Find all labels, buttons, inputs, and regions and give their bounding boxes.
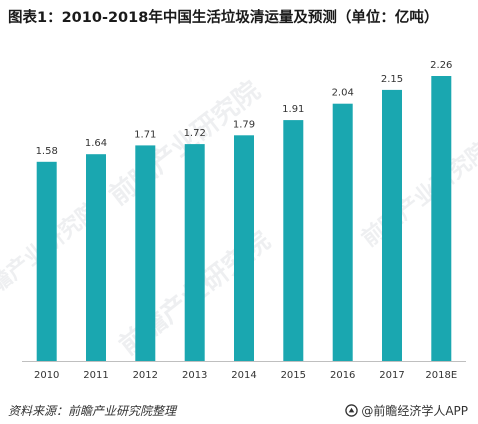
bar-2015 (283, 120, 304, 361)
bar-2013 (184, 144, 205, 361)
bars-group (36, 76, 452, 362)
source-note: 资料来源：前瞻产业研究院整理 (8, 404, 177, 418)
value-label-2018E: 2.26 (430, 60, 452, 71)
x-tick-labels-group: 2010 2011 2012 2013 2014 2015 2016 2017 2018E (34, 370, 457, 381)
chart-title: 图表1：2010-2018年中国生活垃圾清运量及预测（单位：亿吨） (8, 10, 439, 26)
value-labels-group: 1.58 1.64 1.71 1.72 1.79 1.91 2.04 2.15 2.26 (36, 60, 453, 157)
x-tick-label-2018E: 2018E (425, 370, 457, 381)
bar-2011 (86, 154, 106, 361)
x-tick-label-2010: 2010 (34, 370, 59, 381)
bar-2012 (135, 145, 156, 361)
x-tick-label-2011: 2011 (83, 370, 108, 381)
brand-credit: @前瞻经济学人APP (345, 402, 468, 419)
value-label-2012: 1.71 (134, 129, 156, 140)
bar-2018E (431, 76, 452, 361)
x-tick-label-2016: 2016 (330, 370, 355, 381)
x-tick-label-2014: 2014 (231, 370, 256, 381)
bar-2010 (36, 161, 57, 361)
value-label-2016: 2.04 (332, 88, 354, 99)
value-label-2011: 1.64 (85, 138, 107, 149)
bar-2014 (234, 135, 254, 361)
bar-2017 (382, 89, 402, 362)
brand-logo-icon (345, 404, 359, 417)
x-tick-label-2012: 2012 (133, 370, 158, 381)
x-tick-label-2017: 2017 (379, 370, 404, 381)
value-label-2014: 1.79 (233, 119, 255, 130)
x-tick-label-2015: 2015 (281, 370, 306, 381)
watermark-text-4: 前瞻产业研究院 (357, 137, 478, 252)
bar-2016 (332, 103, 353, 361)
value-label-2015: 1.91 (282, 104, 304, 115)
x-tick-label-2013: 2013 (182, 370, 207, 381)
value-label-2013: 1.72 (184, 128, 206, 139)
value-label-2017: 2.15 (381, 74, 403, 85)
brand-text: @前瞻经济学人APP (361, 404, 468, 418)
value-label-2010: 1.58 (36, 146, 58, 157)
